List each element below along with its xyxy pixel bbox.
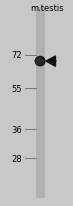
Text: m.testis: m.testis: [31, 4, 64, 13]
Text: 36: 36: [11, 125, 22, 134]
Text: 72: 72: [11, 51, 22, 60]
Bar: [36, 8, 45, 198]
Polygon shape: [46, 57, 55, 67]
Text: 55: 55: [11, 84, 22, 93]
Text: 28: 28: [11, 154, 22, 163]
Ellipse shape: [35, 59, 43, 65]
Ellipse shape: [35, 57, 45, 66]
